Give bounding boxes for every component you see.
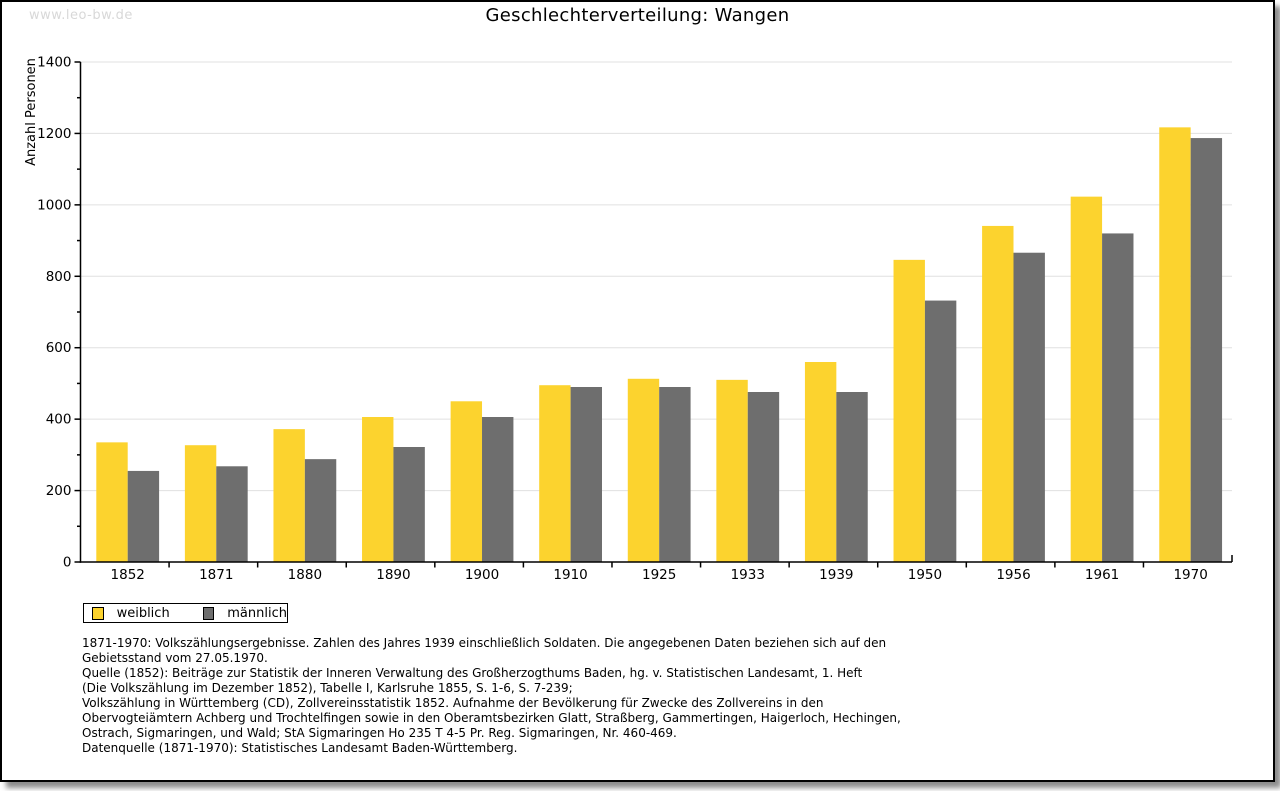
bar-weiblich-1956 xyxy=(982,225,1014,562)
chart-title: Geschlechterverteilung: Wangen xyxy=(485,5,790,26)
bar-weiblich-1950 xyxy=(893,259,925,562)
bar-männlich-1871 xyxy=(216,466,248,562)
bar-weiblich-1925 xyxy=(627,378,660,562)
x-tick-label: 1933 xyxy=(731,567,765,583)
bar-weiblich-1939 xyxy=(804,362,837,562)
footnote-line: Volkszählung in Württemberg (CD), Zollve… xyxy=(82,696,824,710)
y-tick-label: 1000 xyxy=(37,197,71,213)
bar-weiblich-1852 xyxy=(96,442,128,562)
footnote-line: Ostrach, Sigmaringen, und Wald; StA Sigm… xyxy=(82,726,677,740)
footnote-line: Quelle (1852): Beiträge zur Statistik de… xyxy=(82,666,863,680)
source-line: Datenquelle (1871-1970): Statistisches L… xyxy=(82,741,518,755)
footnote-line: Gebietsstand vom 27.05.1970. xyxy=(82,651,268,665)
y-tick-label: 600 xyxy=(46,340,72,356)
y-axis-title: Anzahl Personen xyxy=(24,58,39,166)
bar-männlich-1970 xyxy=(1190,138,1223,563)
x-tick-label: 1950 xyxy=(908,567,942,583)
bar-männlich-1910 xyxy=(570,387,602,562)
x-tick-label: 1956 xyxy=(996,567,1030,583)
x-tick-label: 1910 xyxy=(553,567,587,583)
y-tick-label: 1400 xyxy=(37,55,71,71)
y-tick-label: 1200 xyxy=(37,126,71,142)
bar-männlich-1950 xyxy=(924,300,957,562)
footnote-line: (Die Volkszählung im Dezember 1852), Tab… xyxy=(82,681,573,695)
y-tick-label: 200 xyxy=(46,483,72,499)
bar-männlich-1939 xyxy=(836,392,868,562)
legend: weiblich männlich xyxy=(83,603,288,623)
legend-label-weiblich: weiblich xyxy=(116,605,170,621)
x-tick-label: 1970 xyxy=(1173,567,1207,583)
bar-weiblich-1871 xyxy=(184,445,217,562)
bar-chart: 0 200 400 600 800 1000 1200 1400 1852 1871 1880 189… xyxy=(24,55,1233,583)
y-tick-label: 0 xyxy=(63,555,72,571)
bar-männlich-1890 xyxy=(393,447,425,562)
legend-swatch-maennlich xyxy=(202,606,215,620)
x-tick-label: 1871 xyxy=(199,567,233,583)
bar-weiblich-1900 xyxy=(450,401,483,562)
x-tick-label: 1852 xyxy=(111,567,145,583)
bar-männlich-1925 xyxy=(659,387,691,562)
bar-männlich-1956 xyxy=(1013,252,1045,562)
bar-weiblich-1933 xyxy=(716,379,748,562)
bar-männlich-1933 xyxy=(747,392,780,562)
footnotes: 1871-1970: Volkszählungsergebnisse. Zahl… xyxy=(82,636,901,741)
bar-männlich-1900 xyxy=(482,417,514,562)
legend-swatch-weiblich xyxy=(92,606,104,620)
x-tick-label: 1925 xyxy=(642,567,676,583)
x-tick-label: 1880 xyxy=(288,567,322,583)
x-tick-label: 1961 xyxy=(1085,567,1119,583)
bar-männlich-1880 xyxy=(304,459,337,562)
bar-weiblich-1970 xyxy=(1159,127,1191,562)
legend-label-maennlich: männlich xyxy=(227,605,287,621)
bar-weiblich-1880 xyxy=(273,429,305,562)
x-tick-label: 1900 xyxy=(465,567,499,583)
bar-männlich-1852 xyxy=(127,470,160,562)
y-tick-label: 800 xyxy=(46,269,72,285)
bar-weiblich-1961 xyxy=(1070,196,1103,562)
x-tick-label: 1939 xyxy=(819,567,853,583)
bar-männlich-1961 xyxy=(1102,233,1134,562)
x-tick-label: 1890 xyxy=(376,567,410,583)
footnote-line: 1871-1970: Volkszählungsergebnisse. Zahl… xyxy=(82,636,887,650)
watermark: www.leo-bw.de xyxy=(29,8,133,23)
y-tick-label: 400 xyxy=(46,412,72,428)
bar-weiblich-1890 xyxy=(362,417,394,562)
bar-weiblich-1910 xyxy=(539,385,571,562)
footnote-line: Obervogteiämtern Achberg und Trochtelfin… xyxy=(82,711,901,725)
